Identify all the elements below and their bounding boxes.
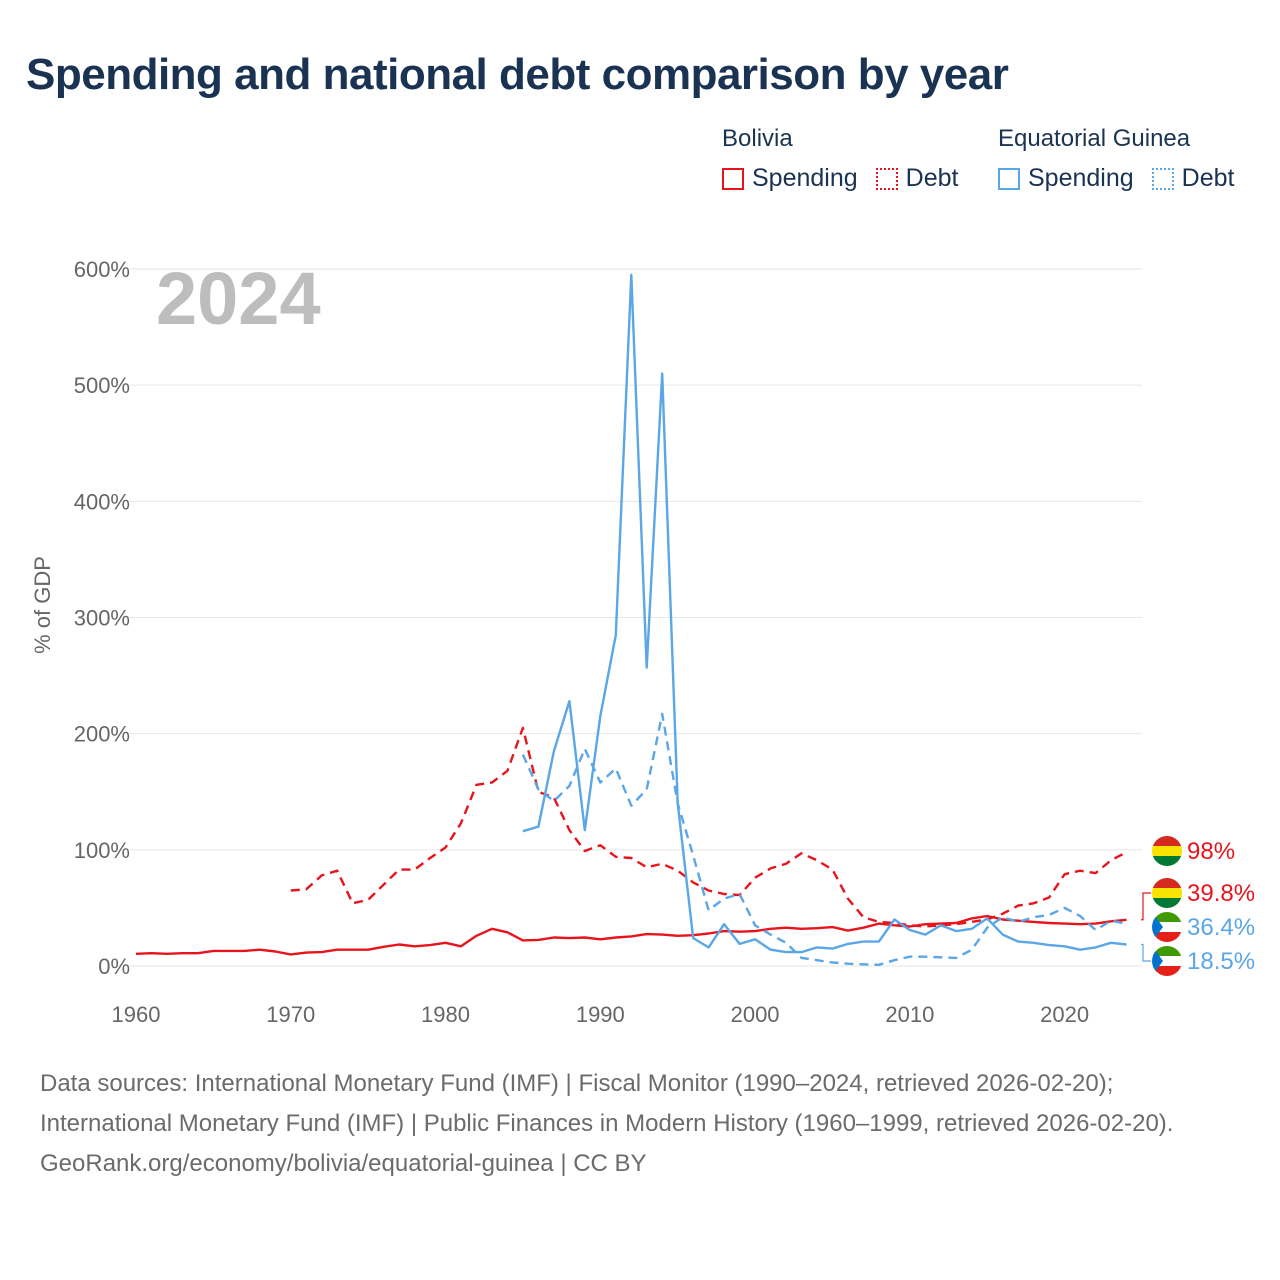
data-sources: Data sources: International Monetary Fun… <box>40 1070 1174 1137</box>
x-tick-label: 1960 <box>112 1002 161 1027</box>
series-line-equatorial-guinea-spending <box>522 273 1127 954</box>
legend-swatch-dotted-icon <box>875 167 898 190</box>
equatorial-guinea-flag-icon <box>1152 946 1182 976</box>
series-line-bolivia-spending <box>135 914 1127 956</box>
y-tick-label: 0% <box>98 954 130 979</box>
y-tick-label: 400% <box>74 489 130 514</box>
legend-country-bolivia: Bolivia <box>722 125 793 152</box>
legend-label: Debt <box>1181 164 1235 192</box>
x-tick-label: 1990 <box>576 1002 625 1027</box>
chart-title: Spending and national debt comparison by… <box>26 50 1009 99</box>
footer: Data sources: International Monetary Fun… <box>40 1064 1240 1184</box>
leader-line <box>1141 943 1151 962</box>
legend-bolivia-debt[interactable]: Debt <box>875 164 959 193</box>
legend-label: Debt <box>905 164 959 192</box>
end-labels: 98% 39.8% 36.4% 18.5% <box>1141 836 1255 976</box>
y-tick-label: 200% <box>74 722 130 747</box>
y-tick-label: 100% <box>74 838 130 863</box>
legend-label: Spending <box>1028 164 1134 192</box>
line-chart: 0%100%200%300%400%500%600% 1960 1970 1980 1… <box>30 257 1255 1027</box>
x-tick-label: 2020 <box>1040 1002 1089 1027</box>
grid-lines <box>130 268 1142 967</box>
x-tick-label: 1970 <box>266 1002 315 1027</box>
end-value-label: 36.4% <box>1187 914 1255 941</box>
end-value-label: 98% <box>1187 838 1235 865</box>
y-axis-label: % of GDP <box>30 556 55 654</box>
legend-equatorial-guinea-debt[interactable]: Debt <box>1151 164 1235 193</box>
end-value-label: 18.5% <box>1187 948 1255 975</box>
legend-label: Spending <box>752 164 858 192</box>
leader-line <box>1141 892 1151 921</box>
y-axis-ticks: 0% 100% 200% 300% 400% 500% 600% <box>74 257 130 979</box>
x-axis-ticks: 1960 1970 1980 1990 2000 2010 2020 <box>112 1002 1090 1027</box>
x-tick-label: 1980 <box>421 1002 470 1027</box>
y-tick-label: 300% <box>74 606 130 631</box>
legend-country-equatorial-guinea: Equatorial Guinea <box>998 125 1191 152</box>
legend-swatch-solid-icon <box>998 167 1020 190</box>
year-watermark: 2024 <box>156 257 321 340</box>
equatorial-guinea-flag-icon <box>1152 912 1182 942</box>
legend-bolivia-spending[interactable]: Spending <box>722 164 858 193</box>
x-tick-label: 2000 <box>731 1002 780 1027</box>
attribution: GeoRank.org/economy/bolivia/equatorial-g… <box>40 1150 647 1177</box>
legend-swatch-dotted-icon <box>1151 167 1174 190</box>
y-tick-label: 600% <box>74 257 130 282</box>
end-value-label: 39.8% <box>1187 880 1255 907</box>
series-line-bolivia-debt <box>290 726 1128 928</box>
legend-equatorial-guinea: Equatorial Guinea Spending Debt <box>998 124 1234 193</box>
legend-equatorial-guinea-spending[interactable]: Spending <box>998 164 1134 193</box>
bolivia-flag-icon <box>1152 836 1182 866</box>
y-tick-label: 500% <box>74 373 130 398</box>
series-line-equatorial-guinea-debt <box>521 712 1127 966</box>
legend-bolivia: Bolivia Spending Debt <box>722 124 958 193</box>
legend-swatch-solid-icon <box>722 167 744 190</box>
bolivia-flag-icon <box>1152 878 1182 908</box>
x-tick-label: 2010 <box>885 1002 934 1027</box>
series-lines <box>135 273 1128 966</box>
